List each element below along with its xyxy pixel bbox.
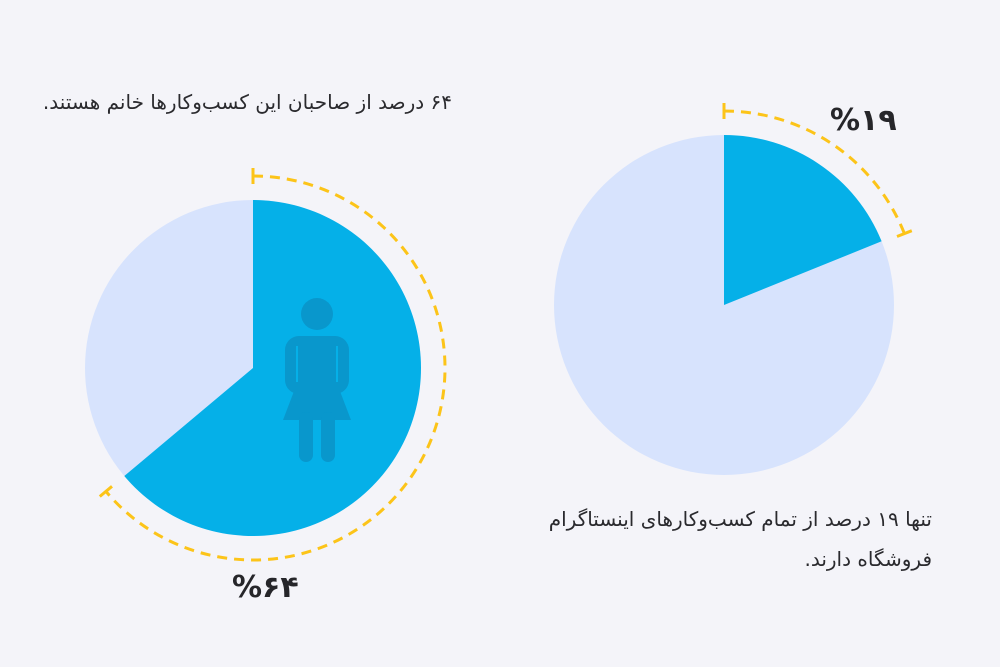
caption-women-owners: ۶۴ درصد از صاحبان این کسب‌وکارها خانم هس… — [42, 90, 452, 114]
woman-icon — [283, 298, 351, 462]
pie-chart-women-owners — [85, 168, 447, 562]
pie-highlight-slice-64 — [124, 200, 421, 536]
pie-chart-instagram-shops — [554, 103, 913, 475]
caption-instagram-shops: تنها ۱۹ درصد از تمام کسب‌وکارهای اینستاگ… — [548, 507, 932, 571]
percent-label-64: %۶۴ — [232, 570, 299, 605]
pie-highlight-slice-19 — [724, 135, 882, 305]
arc-end-tick — [896, 229, 913, 238]
percent-label-19: %۱۹ — [830, 103, 897, 138]
arc-end-tick — [98, 485, 113, 498]
annotation-arc — [104, 174, 447, 562]
